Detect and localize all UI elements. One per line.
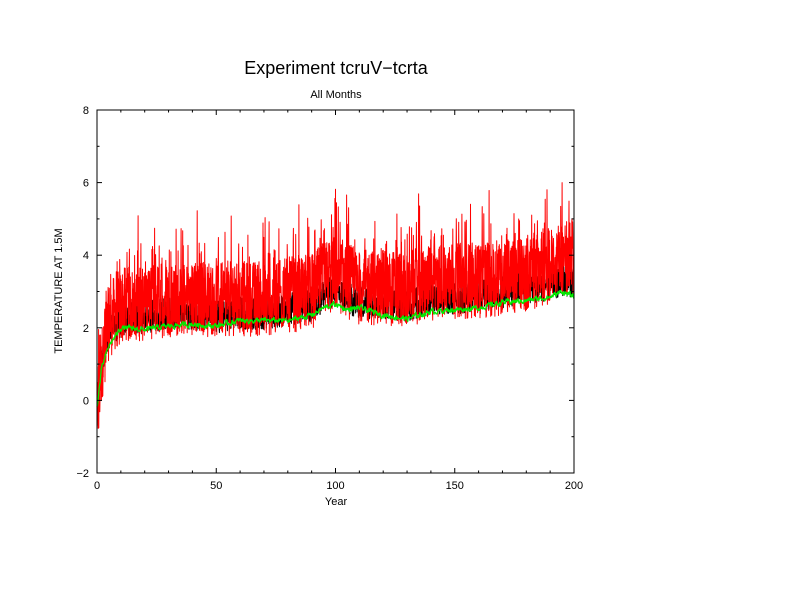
y-axis-label: TEMPERATURE AT 1.5M	[53, 228, 65, 353]
y-tick-label: 6	[83, 178, 89, 190]
x-tick-label: 200	[565, 480, 583, 492]
y-tick-label: −2	[76, 468, 89, 480]
series-layer	[96, 182, 575, 429]
x-tick-label: 0	[94, 480, 100, 492]
x-axis-label: Year	[325, 496, 348, 508]
y-tick-label: 8	[83, 105, 89, 117]
y-tick-label: 0	[83, 395, 89, 407]
y-tick-label: 4	[83, 250, 89, 262]
y-tick-label: 2	[83, 323, 89, 335]
series-line-1	[96, 182, 575, 429]
x-tick-label: 100	[326, 480, 344, 492]
ticks-layer: 0 50 100 150 200 −2 0 2 4 6 8	[76, 105, 583, 492]
chart-subtitle: All Months	[310, 89, 362, 101]
x-tick-label: 150	[446, 480, 464, 492]
chart-title: Experiment tcruV−tcrta	[244, 58, 429, 78]
x-tick-label: 50	[210, 480, 222, 492]
series-line-3	[96, 289, 575, 407]
